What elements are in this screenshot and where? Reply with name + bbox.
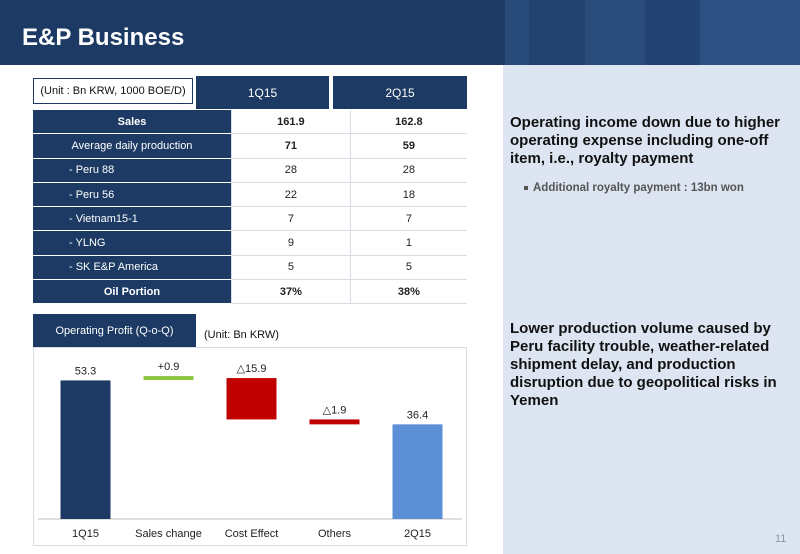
row-label: Sales (33, 110, 232, 135)
header-stripe (645, 0, 700, 65)
cell-value: 71 (231, 133, 351, 159)
royalty-bullet-text: Additional royalty payment : 13bn won (533, 182, 744, 194)
table-unit-label: (Unit : Bn KRW, 1000 BOE/D) (33, 78, 193, 104)
cell-value: 28 (231, 158, 351, 183)
cell-value: 162.8 (349, 110, 467, 135)
table-row: - Peru 56 22 18 (33, 182, 467, 208)
table-row: - Peru 88 28 28 (33, 158, 467, 183)
data-label: +0.9 (158, 361, 180, 373)
row-label: - Peru 56 (33, 182, 232, 208)
royalty-bullet: Additional royalty payment : 13bn won (524, 182, 744, 194)
page-title: E&P Business (22, 24, 185, 51)
row-label: - YLNG (33, 230, 232, 256)
waterfall-bar-1q15 (60, 380, 111, 519)
header-bar: E&P Business (0, 0, 800, 65)
category-label: 2Q15 (404, 528, 431, 540)
column-header-2q15: 2Q15 (333, 76, 467, 109)
table-row: - Vietnam15-1 7 7 (33, 206, 467, 232)
table-row: Sales 161.9 162.8 (33, 110, 467, 135)
waterfall-bar-cost-effect (226, 378, 277, 420)
data-label: 36.4 (407, 409, 428, 421)
operating-profit-waterfall-chart: 53.3 1Q15 +0.9 Sales change △15.9 Cost Effect… (38, 361, 462, 540)
header-stripe (529, 0, 585, 65)
cell-value: 7 (231, 206, 351, 232)
category-label: Others (318, 528, 352, 540)
column-header-1q15: 1Q15 (196, 76, 329, 109)
row-label: - Vietnam15-1 (33, 206, 232, 232)
data-label: △15.9 (237, 363, 267, 375)
row-label: - Peru 88 (33, 158, 232, 183)
cell-value: 1 (349, 230, 467, 256)
cell-value: 22 (231, 182, 351, 208)
data-label: △1.9 (323, 404, 347, 416)
cell-value: 5 (349, 255, 467, 281)
production-volume-note: Lower production volume caused by Peru f… (510, 320, 777, 409)
row-label: Average daily production (33, 133, 232, 159)
chart-unit-label: (Unit: Bn KRW) (204, 329, 279, 341)
row-label: Oil Portion (33, 279, 232, 305)
waterfall-bar-sales-change (143, 376, 194, 381)
header-stripe (700, 0, 800, 65)
right-panel (503, 65, 800, 554)
cell-value: 18 (349, 182, 467, 208)
cell-value: 28 (349, 158, 467, 183)
category-label: 1Q15 (72, 528, 99, 540)
header-stripe (585, 0, 645, 65)
table-row: - SK E&P America 5 5 (33, 255, 467, 281)
cell-value: 9 (231, 230, 351, 256)
table-row: Average daily production 71 59 (33, 133, 467, 159)
category-label: Cost Effect (225, 528, 279, 540)
cell-value: 161.9 (231, 110, 351, 135)
category-label: Sales change (135, 528, 202, 540)
chart-frame (33, 347, 467, 546)
header-stripe (505, 0, 529, 65)
cell-value: 38% (349, 279, 467, 305)
waterfall-bar-others (309, 419, 360, 425)
operating-profit-label: Operating Profit (Q-o-Q) (33, 314, 196, 347)
waterfall-bar-2q15 (392, 424, 443, 519)
table-row: Oil Portion 37% 38% (33, 279, 467, 305)
table-row: - YLNG 9 1 (33, 230, 467, 256)
operating-income-note: Operating income down due to higher oper… (510, 114, 781, 167)
cell-value: 5 (231, 255, 351, 281)
cell-value: 37% (231, 279, 351, 305)
cell-value: 7 (349, 206, 467, 232)
production-table: Sales 161.9 162.8 Average daily producti… (33, 110, 467, 305)
bullet-square-icon (524, 185, 528, 190)
row-label: - SK E&P America (33, 255, 232, 281)
page-number: 11 (775, 533, 787, 545)
cell-value: 59 (349, 133, 467, 159)
data-label: 53.3 (75, 365, 96, 377)
